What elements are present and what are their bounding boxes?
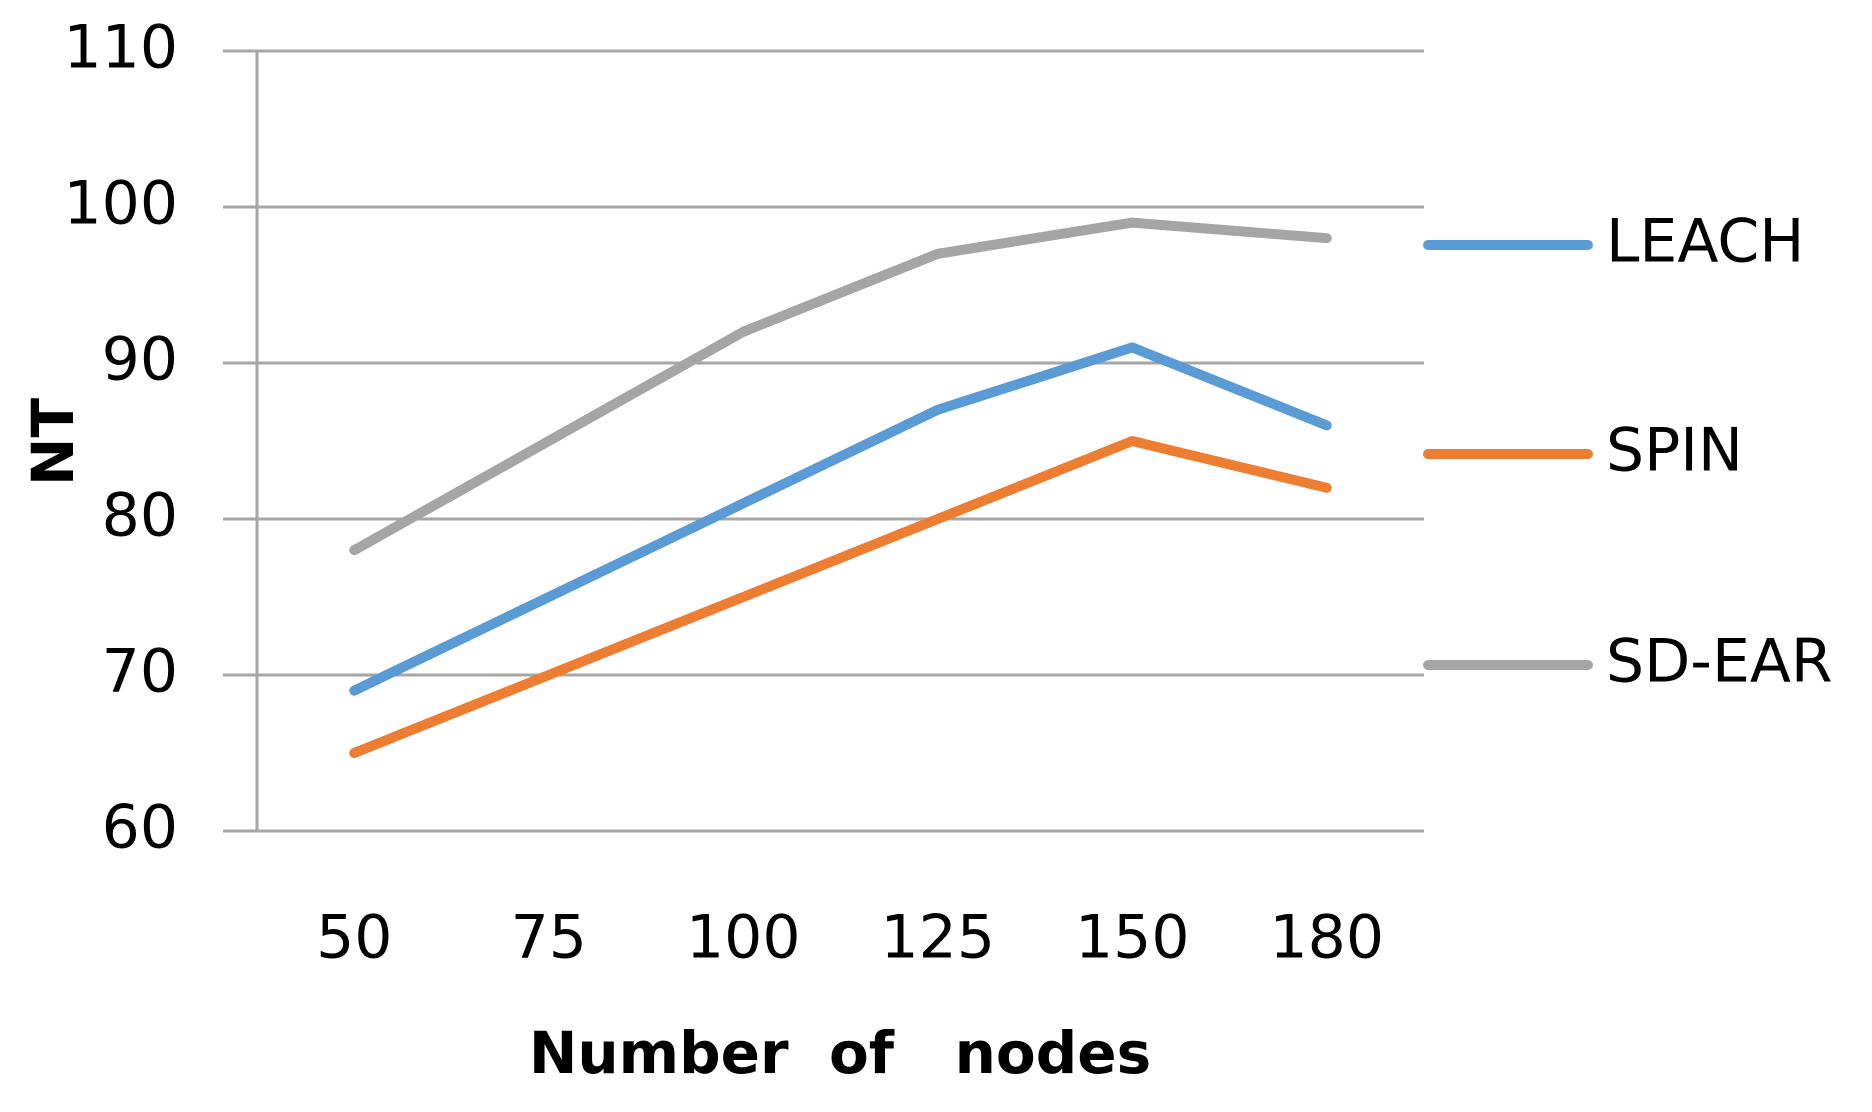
y-tick-label: 110 (63, 13, 178, 83)
y-tick-label: 100 (63, 169, 178, 239)
x-tick-label: 150 (1075, 903, 1190, 973)
x-tick-label: 100 (686, 903, 801, 973)
series-line (349, 217, 1332, 556)
y-tick-label: 60 (102, 793, 178, 863)
x-tick-label: 125 (880, 903, 995, 973)
x-tick-label: 50 (316, 903, 392, 973)
y-tick-label: 90 (102, 325, 178, 395)
x-tick-label: 180 (1269, 903, 1384, 973)
x-tick-label: 75 (511, 903, 587, 973)
y-tick-label: 70 (102, 637, 178, 707)
legend-label: SD-EAR (1606, 627, 1833, 697)
legend-label: LEACH (1606, 207, 1804, 277)
series-line (349, 436, 1332, 758)
y-tick-label: 80 (102, 481, 178, 551)
y-axis-title: NT (19, 398, 87, 487)
x-axis-title: Number of nodes (529, 1019, 1151, 1087)
legend-label: SPIN (1606, 416, 1743, 486)
series-line (349, 342, 1332, 696)
